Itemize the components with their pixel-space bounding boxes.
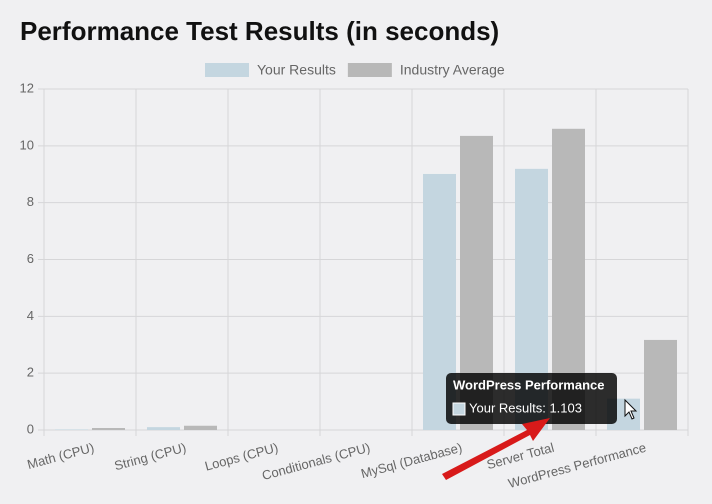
legend-swatch [347, 63, 392, 77]
y-tick-label: 2 [27, 365, 34, 380]
bar [644, 339, 677, 430]
bar [184, 425, 217, 430]
cursor [624, 398, 638, 420]
x-tick-label: Math (CPU) [25, 440, 95, 472]
legend-label: Your Results [257, 62, 336, 78]
bar [92, 428, 125, 430]
y-tick-label: 12 [20, 80, 34, 95]
chart-title: Performance Test Results (in seconds) [20, 16, 499, 46]
y-tick-label: 0 [27, 421, 34, 436]
y-tick-label: 6 [27, 251, 34, 266]
annotation-arrow [442, 418, 550, 480]
legend-label: Industry Average [400, 62, 505, 78]
legend-swatch [205, 63, 249, 77]
bar [55, 429, 88, 430]
y-tick-label: 10 [20, 137, 34, 152]
tooltip: WordPress Performance Your Results: 1.103 [446, 373, 617, 424]
tooltip-swatch [452, 402, 466, 416]
y-tick-label: 4 [27, 308, 34, 323]
tooltip-title: WordPress Performance [453, 377, 605, 392]
y-tick-label: 8 [27, 194, 34, 209]
tooltip-label: Your Results: 1.103 [469, 400, 582, 415]
x-tick-label: String (CPU) [113, 440, 188, 474]
tooltip-box [446, 373, 617, 424]
bar [147, 427, 180, 430]
